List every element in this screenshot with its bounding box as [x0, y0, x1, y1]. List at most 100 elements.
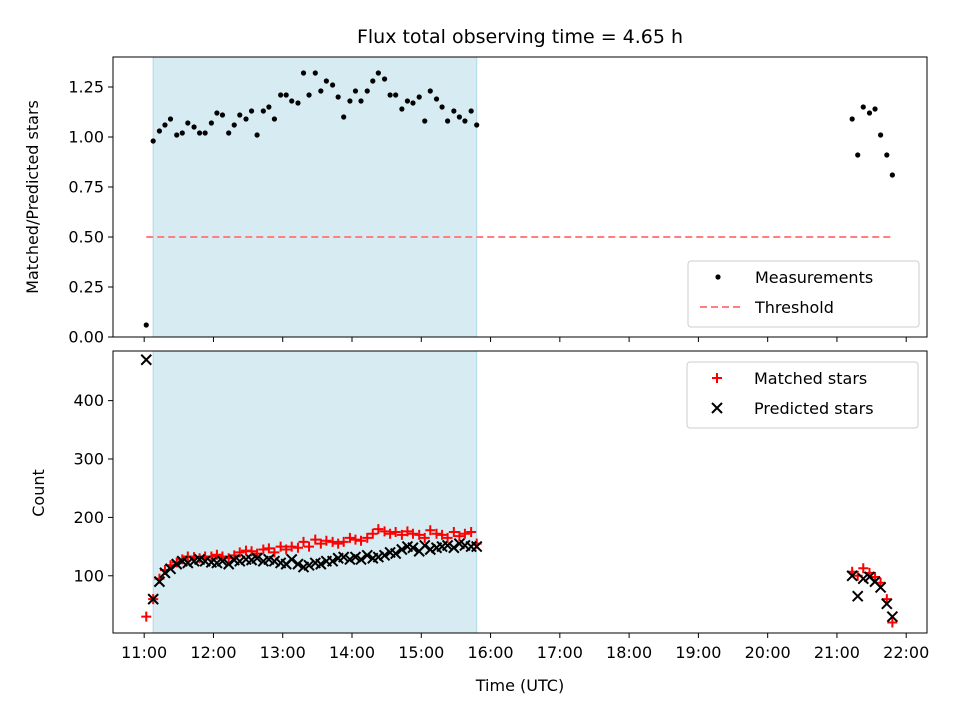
matched-star-point — [454, 531, 465, 542]
matched-star-point — [459, 528, 470, 539]
top-y-axis-ticks: 0.00 0.25 0.50 0.75 1.00 1.25 — [68, 78, 113, 347]
measurement-point — [295, 100, 301, 106]
measurement-point — [352, 88, 359, 94]
measurement-point — [341, 114, 347, 120]
y-tick-label: 0.25 — [68, 278, 104, 297]
predicted-star-point — [355, 553, 367, 566]
predicted-star-point — [886, 610, 899, 623]
measurement-point — [330, 82, 336, 88]
measurement-point — [260, 108, 266, 114]
matched-star-point — [466, 526, 477, 537]
matched-star-point — [396, 529, 407, 540]
measurement-point — [202, 130, 208, 136]
measurement-point — [445, 118, 451, 124]
predicted-star-point — [378, 549, 391, 562]
matched-star-point — [338, 536, 349, 547]
measurement-point — [237, 112, 243, 118]
x-tick-label: 21:00 — [814, 643, 860, 662]
matched-star-point — [379, 526, 390, 537]
y-tick-label: 300 — [73, 450, 104, 469]
predicted-star-point — [159, 567, 171, 579]
x-tick-label: 13:00 — [260, 643, 306, 662]
chart-title: Flux total observing time = 4.65 h — [357, 26, 683, 48]
matched-star-point — [269, 547, 280, 558]
measurement-point — [231, 122, 237, 128]
x-tick-label: 17:00 — [537, 643, 583, 662]
matched-star-point — [292, 542, 303, 553]
bottom-observing-window-shade — [152, 350, 478, 634]
measurement-point — [439, 104, 445, 110]
measurement-point — [358, 98, 364, 104]
measurement-point — [185, 120, 191, 126]
measurement-point — [860, 104, 866, 110]
measurement-point — [387, 92, 393, 98]
legend-measurement-swatch — [715, 274, 721, 280]
x-tick-label: 22:00 — [883, 643, 929, 662]
predicted-star-point — [315, 558, 327, 570]
measurement-point — [347, 98, 353, 104]
measurement-point — [219, 112, 226, 118]
measurement-point — [318, 88, 324, 94]
predicted-star-point — [251, 552, 263, 564]
measurement-point — [266, 104, 272, 110]
predicted-star-point — [216, 555, 229, 567]
predicted-star-point — [171, 558, 183, 570]
y-tick-label: 0.75 — [68, 178, 104, 197]
predicted-star-point — [407, 542, 419, 554]
measurement-point — [283, 92, 289, 98]
measurement-point — [404, 98, 411, 104]
predicted-star-point — [140, 354, 152, 366]
measurement-point — [271, 116, 278, 122]
measurement-point — [849, 116, 855, 122]
matched-star-point — [390, 526, 401, 537]
matched-star-point — [448, 526, 459, 537]
measurement-point — [306, 92, 312, 98]
x-axis-label: Time (UTC) — [475, 676, 564, 695]
matched-star-point — [304, 541, 315, 552]
predicted-star-point — [389, 547, 402, 560]
legend-label: Matched stars — [754, 369, 867, 388]
matched-star-point — [407, 528, 418, 539]
x-tick-label: 20:00 — [745, 643, 791, 662]
predicted-star-point — [292, 558, 304, 570]
legend-label: Predicted stars — [754, 399, 874, 418]
measurement-point — [872, 106, 878, 112]
matched-star-point — [858, 563, 869, 574]
measurement-point — [364, 88, 370, 94]
predicted-star-point — [846, 570, 858, 582]
top-legend: Measurements Threshold — [687, 260, 920, 328]
matched-star-point — [310, 534, 321, 545]
measurement-point — [226, 130, 232, 136]
measurement-point — [167, 116, 174, 122]
measurement-point — [248, 108, 255, 114]
top-x-axis-ticks — [143, 337, 907, 342]
matched-star-point — [356, 535, 367, 546]
predicted-star-point — [441, 539, 454, 552]
matched-star-point — [414, 529, 425, 540]
measurement-point — [375, 70, 381, 76]
measurement-point — [416, 94, 422, 100]
measurement-point — [162, 122, 168, 128]
measurement-point — [208, 120, 214, 126]
matched-star-point — [275, 541, 286, 552]
measurement-point — [370, 78, 376, 84]
measurement-point — [243, 116, 249, 122]
measurement-point — [143, 322, 149, 328]
measurement-point — [462, 118, 468, 124]
matched-star-point — [442, 532, 453, 543]
measurement-point — [323, 78, 329, 84]
bottom-panel: 100 200 300 400 11:00 12:00 13:00 14:00 15:00 16… — [29, 350, 929, 695]
matched-star-point — [327, 536, 338, 547]
legend-label: Measurements — [755, 268, 873, 287]
measurement-point — [433, 96, 440, 102]
matched-star-point — [887, 617, 898, 628]
legend-box — [687, 260, 920, 328]
x-tick-label: 18:00 — [606, 643, 652, 662]
matched-star-point — [258, 544, 269, 555]
bottom-y-axis-ticks: 100 200 300 400 — [73, 391, 113, 585]
measurement-point — [855, 152, 861, 158]
matched-star-point — [333, 538, 344, 549]
predicted-star-point — [448, 542, 460, 554]
matched-star-point — [344, 532, 355, 543]
